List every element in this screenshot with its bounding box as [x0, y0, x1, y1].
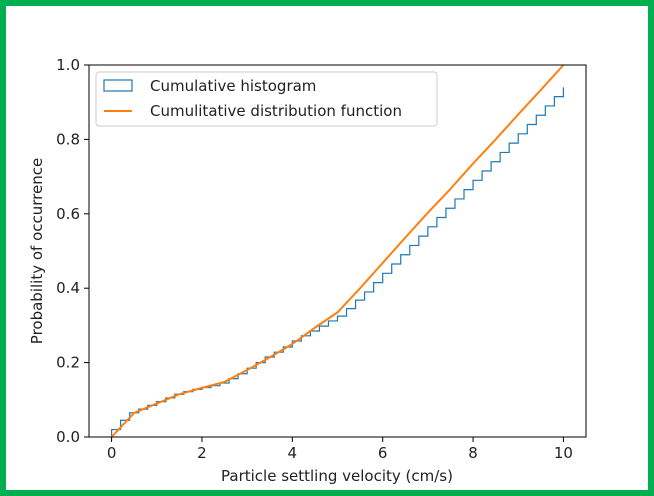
legend: Cumulative histogram Cumulitative distri…	[95, 71, 438, 127]
plot-area	[89, 65, 586, 437]
y-tick-label: 0.0	[56, 428, 80, 446]
legend-cdf-label: Cumulitative distribution function	[150, 102, 402, 120]
legend-box	[95, 71, 438, 127]
legend-histogram-label: Cumulative histogram	[150, 77, 316, 95]
x-tick-label: 4	[288, 444, 298, 462]
y-axis: 0.0 0.2 0.4 0.6 0.8 1.0	[56, 56, 89, 446]
cdf-line-series	[110, 64, 565, 438]
y-tick-label: 1.0	[56, 56, 80, 74]
x-axis: 0 2 4 6 8 10	[107, 437, 573, 462]
y-tick-label: 0.2	[56, 354, 80, 372]
x-tick-label: 0	[107, 444, 117, 462]
x-tick-label: 8	[468, 444, 478, 462]
x-tick-label: 2	[197, 444, 207, 462]
series-layer	[110, 64, 565, 438]
x-tick-label: 6	[378, 444, 388, 462]
y-tick-label: 0.4	[56, 279, 80, 297]
y-axis-label: Probability of occurrence	[28, 158, 46, 344]
y-tick-label: 0.6	[56, 205, 80, 223]
x-axis-label: Particle settling velocity (cm/s)	[221, 467, 453, 485]
legend-histogram-swatch	[103, 79, 133, 92]
plot-border	[88, 64, 587, 438]
y-tick-label: 0.8	[56, 130, 80, 148]
x-tick-label: 10	[554, 444, 573, 462]
